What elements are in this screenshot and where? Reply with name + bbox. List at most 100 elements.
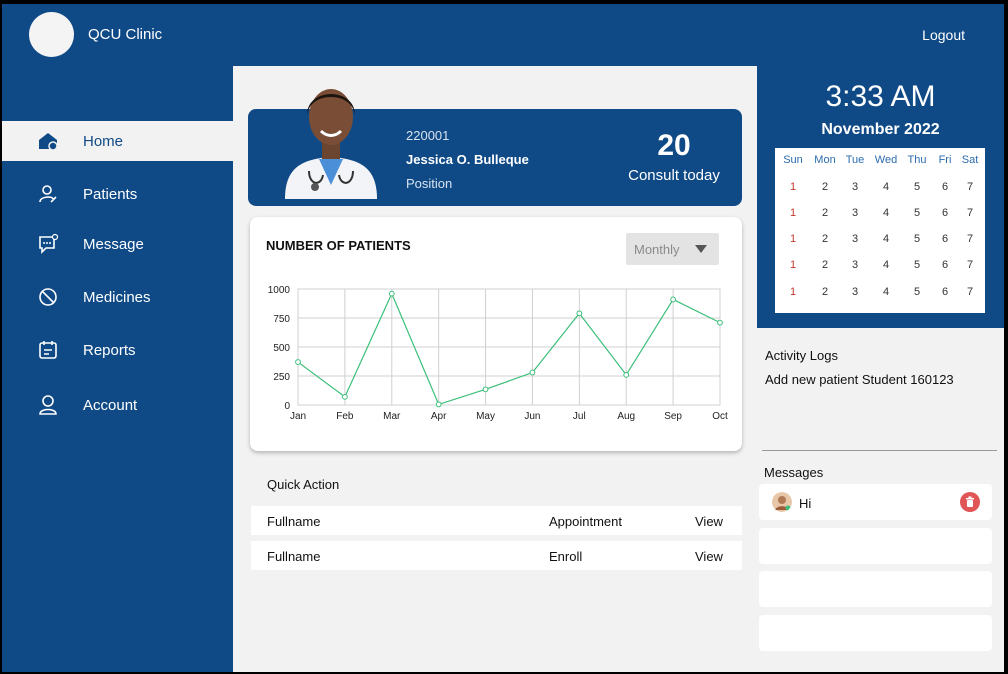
x-tick-label: Jun: [524, 411, 540, 422]
calendar-date[interactable]: 4: [882, 207, 890, 219]
calendar-day-header: Mon: [814, 154, 836, 166]
calendar-date[interactable]: 2: [821, 259, 829, 271]
sidebar-item-label: Account: [83, 397, 138, 414]
calendar-date[interactable]: 7: [966, 259, 974, 271]
data-point: [295, 359, 301, 365]
main-content: 220001 Jessica O. Bulleque Position 20 C…: [233, 66, 757, 672]
calendar-date[interactable]: 4: [882, 181, 890, 193]
data-point: [388, 290, 395, 297]
x-tick-label: Feb: [336, 411, 354, 422]
calendar-date[interactable]: 6: [941, 207, 949, 219]
message-slot-empty: [759, 571, 992, 607]
app-window: QCU Clinic Logout Home Patients: [2, 4, 1004, 672]
right-panel: 3:33 AM November 2022 Sun Mon Tue Wed Thu Fri…: [757, 66, 1004, 672]
sidebar-item-label: Reports: [83, 342, 136, 359]
calendar-date[interactable]: 2: [821, 181, 829, 193]
calendar-date[interactable]: 4: [882, 233, 890, 245]
doctor-id: 220001: [406, 128, 450, 143]
calendar-date[interactable]: 7: [966, 286, 974, 298]
calendar-date[interactable]: 2: [821, 207, 829, 219]
calendar-date[interactable]: 3: [851, 259, 859, 271]
x-tick-label: May: [476, 411, 495, 422]
qa-view-link[interactable]: View: [695, 514, 723, 529]
messages-title: Messages: [764, 465, 824, 480]
medicine-icon: [39, 288, 57, 306]
calendar-day-header: Tue: [845, 154, 865, 166]
calendar-date[interactable]: 6: [941, 181, 949, 193]
quick-action-row: Fullname Enroll View: [251, 541, 742, 570]
calendar-date[interactable]: 1: [789, 207, 797, 219]
calendar-day-header: Sat: [961, 154, 979, 166]
sidebar-item-home[interactable]: Home: [2, 121, 233, 161]
calendar-date[interactable]: 1: [789, 181, 797, 193]
data-point: [341, 393, 348, 400]
period-selected: Monthly: [634, 242, 680, 257]
doctor-position: Position: [406, 176, 453, 191]
series-line: [297, 292, 721, 406]
calendar-date[interactable]: 5: [913, 259, 921, 271]
clinic-logo: [29, 12, 74, 57]
data-point: [670, 296, 677, 303]
calendar-date[interactable]: 1: [789, 259, 797, 271]
calendar-date[interactable]: 5: [913, 286, 921, 298]
patient-icon: [39, 185, 57, 203]
sidebar-item-label: Patients: [83, 186, 138, 203]
sidebar-item-label: Medicines: [83, 289, 151, 306]
doctor-profile-card: 220001 Jessica O. Bulleque Position 20 C…: [248, 89, 742, 206]
message-item[interactable]: Hi: [759, 484, 992, 520]
qa-view-link[interactable]: View: [695, 549, 723, 564]
calendar-date[interactable]: 3: [851, 286, 859, 298]
y-tick-label: 1000: [268, 285, 291, 296]
calendar-date[interactable]: 6: [941, 233, 949, 245]
sidebar-item-patients[interactable]: Patients: [2, 174, 233, 214]
clock-time: 3:33 AM: [825, 80, 936, 113]
calendar-date[interactable]: 4: [882, 286, 890, 298]
calendar-date[interactable]: 3: [851, 207, 859, 219]
calendar-date[interactable]: 5: [913, 181, 921, 193]
calendar-date[interactable]: 5: [913, 207, 921, 219]
sidebar-item-label: Message: [83, 236, 144, 253]
calendar-date[interactable]: 2: [821, 233, 829, 245]
sidebar-item-label: Home: [83, 133, 124, 150]
period-dropdown[interactable]: Monthly: [626, 233, 719, 265]
sidebar-item-message[interactable]: Message: [2, 224, 233, 264]
data-point: [482, 386, 489, 393]
calendar-date[interactable]: 6: [941, 259, 949, 271]
calendar-date[interactable]: 7: [966, 207, 974, 219]
calendar-date[interactable]: 7: [966, 233, 974, 245]
delete-message-button[interactable]: [960, 492, 980, 512]
sidebar-item-medicines[interactable]: Medicines: [2, 277, 233, 317]
calendar-date[interactable]: 3: [851, 181, 859, 193]
calendar-date[interactable]: 2: [821, 286, 829, 298]
data-point: [623, 371, 630, 378]
quick-action-title: Quick Action: [267, 477, 340, 492]
y-tick-label: 500: [273, 343, 290, 354]
calendar-date[interactable]: 1: [789, 233, 797, 245]
calendar-day-header: Fri: [938, 154, 952, 166]
doctor-photo: [285, 89, 377, 199]
data-point: [435, 401, 442, 408]
calendar-date[interactable]: 6: [941, 286, 949, 298]
calendar-date[interactable]: 4: [882, 259, 890, 271]
calendar-date[interactable]: 7: [966, 181, 974, 193]
y-tick-label: 0: [284, 401, 290, 412]
clinic-name: QCU Clinic: [88, 26, 163, 43]
sidebar-item-reports[interactable]: Reports: [2, 330, 233, 370]
qa-type: Enroll: [549, 549, 583, 564]
logout-button[interactable]: Logout: [922, 27, 965, 43]
message-text: Hi: [799, 496, 812, 511]
x-tick-label: Apr: [431, 411, 447, 422]
consult-label: Consult today: [628, 167, 720, 184]
data-point: [576, 310, 583, 317]
x-tick-label: Jul: [573, 411, 586, 422]
calendar-month: November 2022: [821, 121, 940, 138]
calendar-date[interactable]: 3: [851, 233, 859, 245]
quick-action-row: Fullname Appointment View: [251, 506, 742, 535]
calendar-date[interactable]: 1: [789, 286, 797, 298]
calendar-day-header: Thu: [907, 154, 927, 166]
calendar-date[interactable]: 5: [913, 233, 921, 245]
message-slot-empty: [759, 528, 992, 564]
x-tick-label: Aug: [617, 411, 635, 422]
sidebar-item-account[interactable]: Account: [2, 385, 233, 425]
sidebar: Home Patients Message Medicines: [2, 66, 233, 672]
